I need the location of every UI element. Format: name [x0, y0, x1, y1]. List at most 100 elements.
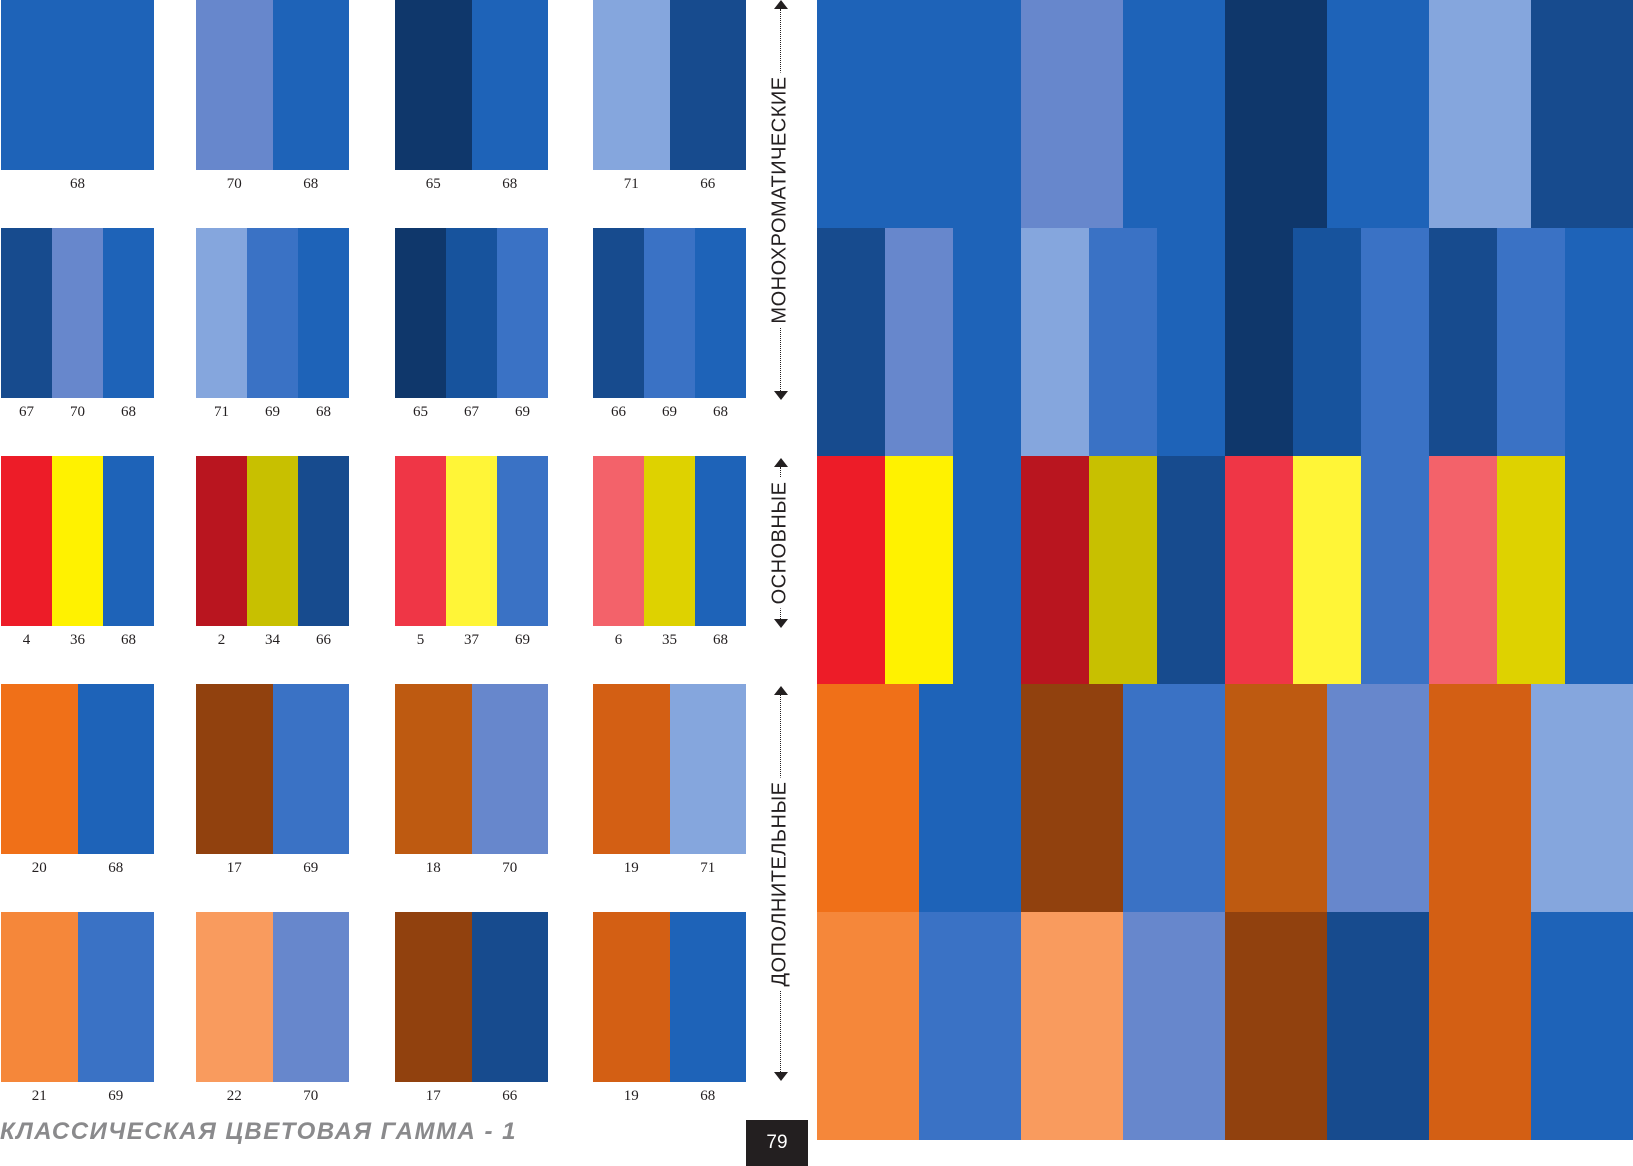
panel-color-block: [919, 912, 1021, 1140]
swatch-color-segment: [272, 912, 349, 1082]
swatch-5-3: [395, 912, 548, 1082]
swatch-color-segment: [395, 456, 446, 626]
color-number-label: 68: [713, 404, 728, 420]
swatch-color-segment: [593, 228, 644, 398]
swatch-color-segment: [196, 228, 247, 398]
color-number-label: 68: [502, 176, 518, 192]
panel-color-block: [1157, 228, 1225, 456]
swatch-color-segment: [471, 684, 548, 854]
swatch-color-segment: [196, 912, 273, 1082]
color-number-label: 22: [226, 1088, 242, 1104]
panel-color-block: [1531, 684, 1633, 912]
color-number-label: 19: [623, 1088, 639, 1104]
panel-color-block: [1429, 684, 1531, 912]
panel-color-block: [817, 684, 919, 912]
swatch-3-3: [395, 456, 548, 626]
panel-row-4: [817, 684, 1633, 912]
panel-color-block: [1497, 456, 1565, 684]
swatch-color-segment: [669, 912, 746, 1082]
panel-color-block: [1327, 0, 1429, 228]
color-number-label: 65: [425, 176, 441, 192]
color-number-label: 20: [31, 860, 47, 876]
swatch-color-segment: [395, 228, 446, 398]
swatch-color-segment: [77, 912, 154, 1082]
swatch-labels: 65 68: [395, 174, 548, 194]
swatch-2-1: [1, 228, 154, 398]
color-number-label: 17: [226, 860, 242, 876]
color-number-label: 69: [108, 1088, 124, 1104]
color-number-label: 5: [416, 632, 425, 648]
swatch-color-segment: [471, 0, 548, 170]
swatch-color-segment: [77, 684, 154, 854]
panel-color-block: [1089, 228, 1157, 456]
color-number-label: 37: [464, 632, 479, 648]
swatch-color-segment: [446, 228, 497, 398]
color-number-label: 70: [70, 404, 85, 420]
swatch-labels: 20 68: [1, 858, 154, 878]
side-label-complementary: ДОПОЛНИТЕЛЬНЫЕ: [768, 686, 792, 1081]
panel-color-block: [1565, 228, 1633, 456]
panel-row-3: [817, 456, 1633, 684]
panel-color-block: [1225, 684, 1327, 912]
swatch-labels: 5 37 69: [395, 630, 548, 650]
swatch-color-segment: [497, 228, 548, 398]
panel-row-1: [817, 0, 1633, 228]
swatch-labels: 71 69 68: [196, 402, 349, 422]
arrow-down-icon: [774, 619, 788, 628]
panel-color-block: [1293, 456, 1361, 684]
swatch-labels: 18 70: [395, 858, 548, 878]
swatch-5-2: [196, 912, 349, 1082]
panel-color-block: [817, 0, 1021, 228]
panel-color-block: [1123, 912, 1225, 1140]
color-number-label: 67: [464, 404, 479, 420]
panel-color-block: [1225, 456, 1293, 684]
panel-color-block: [953, 228, 1021, 456]
panel-color-block: [1497, 228, 1565, 456]
swatch-color-segment: [669, 0, 746, 170]
panel-color-block: [1225, 228, 1293, 456]
swatch-3-1: [1, 456, 154, 626]
swatch-5-1: [1, 912, 154, 1082]
panel-color-block: [885, 456, 953, 684]
panel-color-block: [1123, 0, 1225, 228]
swatch-2-2: [196, 228, 349, 398]
color-number-label: 66: [700, 176, 716, 192]
swatch-color-segment: [395, 684, 472, 854]
color-number-label: 68: [700, 1088, 716, 1104]
panel-color-block: [1021, 456, 1089, 684]
swatch-labels: 21 69: [1, 1086, 154, 1106]
swatch-1-2: [196, 0, 349, 170]
swatch-grid: 68 70 68 65 68 71 66 67 70 68 71 69 68 65 67 69 66 69 68 4 3…: [0, 0, 760, 1110]
panel-color-block: [1531, 0, 1633, 228]
panel-color-block: [885, 228, 953, 456]
color-number-label: 71: [623, 176, 639, 192]
panel-color-block: [1157, 456, 1225, 684]
panel-color-block: [1531, 912, 1633, 1140]
panel-color-block: [1021, 684, 1123, 912]
color-number-label: 2: [217, 632, 226, 648]
color-number-label: 69: [265, 404, 280, 420]
color-number-label: 70: [303, 1088, 319, 1104]
color-number-label: 69: [515, 632, 530, 648]
arrow-up-icon: [774, 686, 788, 695]
color-number-label: 70: [226, 176, 242, 192]
swatch-color-segment: [52, 456, 103, 626]
color-number-label: 68: [70, 176, 85, 192]
side-label-text: ОСНОВНЫЕ: [768, 477, 792, 609]
swatch-color-segment: [446, 456, 497, 626]
color-number-label: 4: [22, 632, 31, 648]
swatch-color-segment: [298, 228, 349, 398]
page-number: 79: [746, 1120, 808, 1166]
swatch-color-segment: [247, 228, 298, 398]
swatch-2-4: [593, 228, 746, 398]
color-number-label: 68: [316, 404, 331, 420]
panel-color-block: [1293, 228, 1361, 456]
swatch-labels: 4 36 68: [1, 630, 154, 650]
swatch-color-segment: [644, 456, 695, 626]
swatch-color-segment: [695, 456, 746, 626]
color-number-label: 35: [662, 632, 677, 648]
color-number-label: 68: [108, 860, 124, 876]
panel-row-5: [817, 912, 1633, 1140]
arrow-up-icon: [774, 0, 788, 9]
color-number-label: 68: [713, 632, 728, 648]
